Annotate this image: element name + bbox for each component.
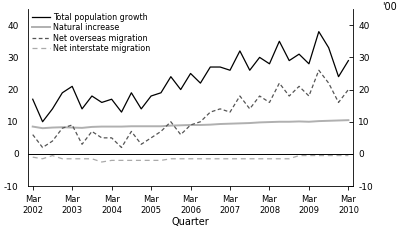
Legend: Total population growth, Natural increase, Net overseas migration, Net interstat: Total population growth, Natural increas… xyxy=(32,13,150,53)
X-axis label: Quarter: Quarter xyxy=(172,217,210,227)
Y-axis label: '000: '000 xyxy=(382,2,397,12)
